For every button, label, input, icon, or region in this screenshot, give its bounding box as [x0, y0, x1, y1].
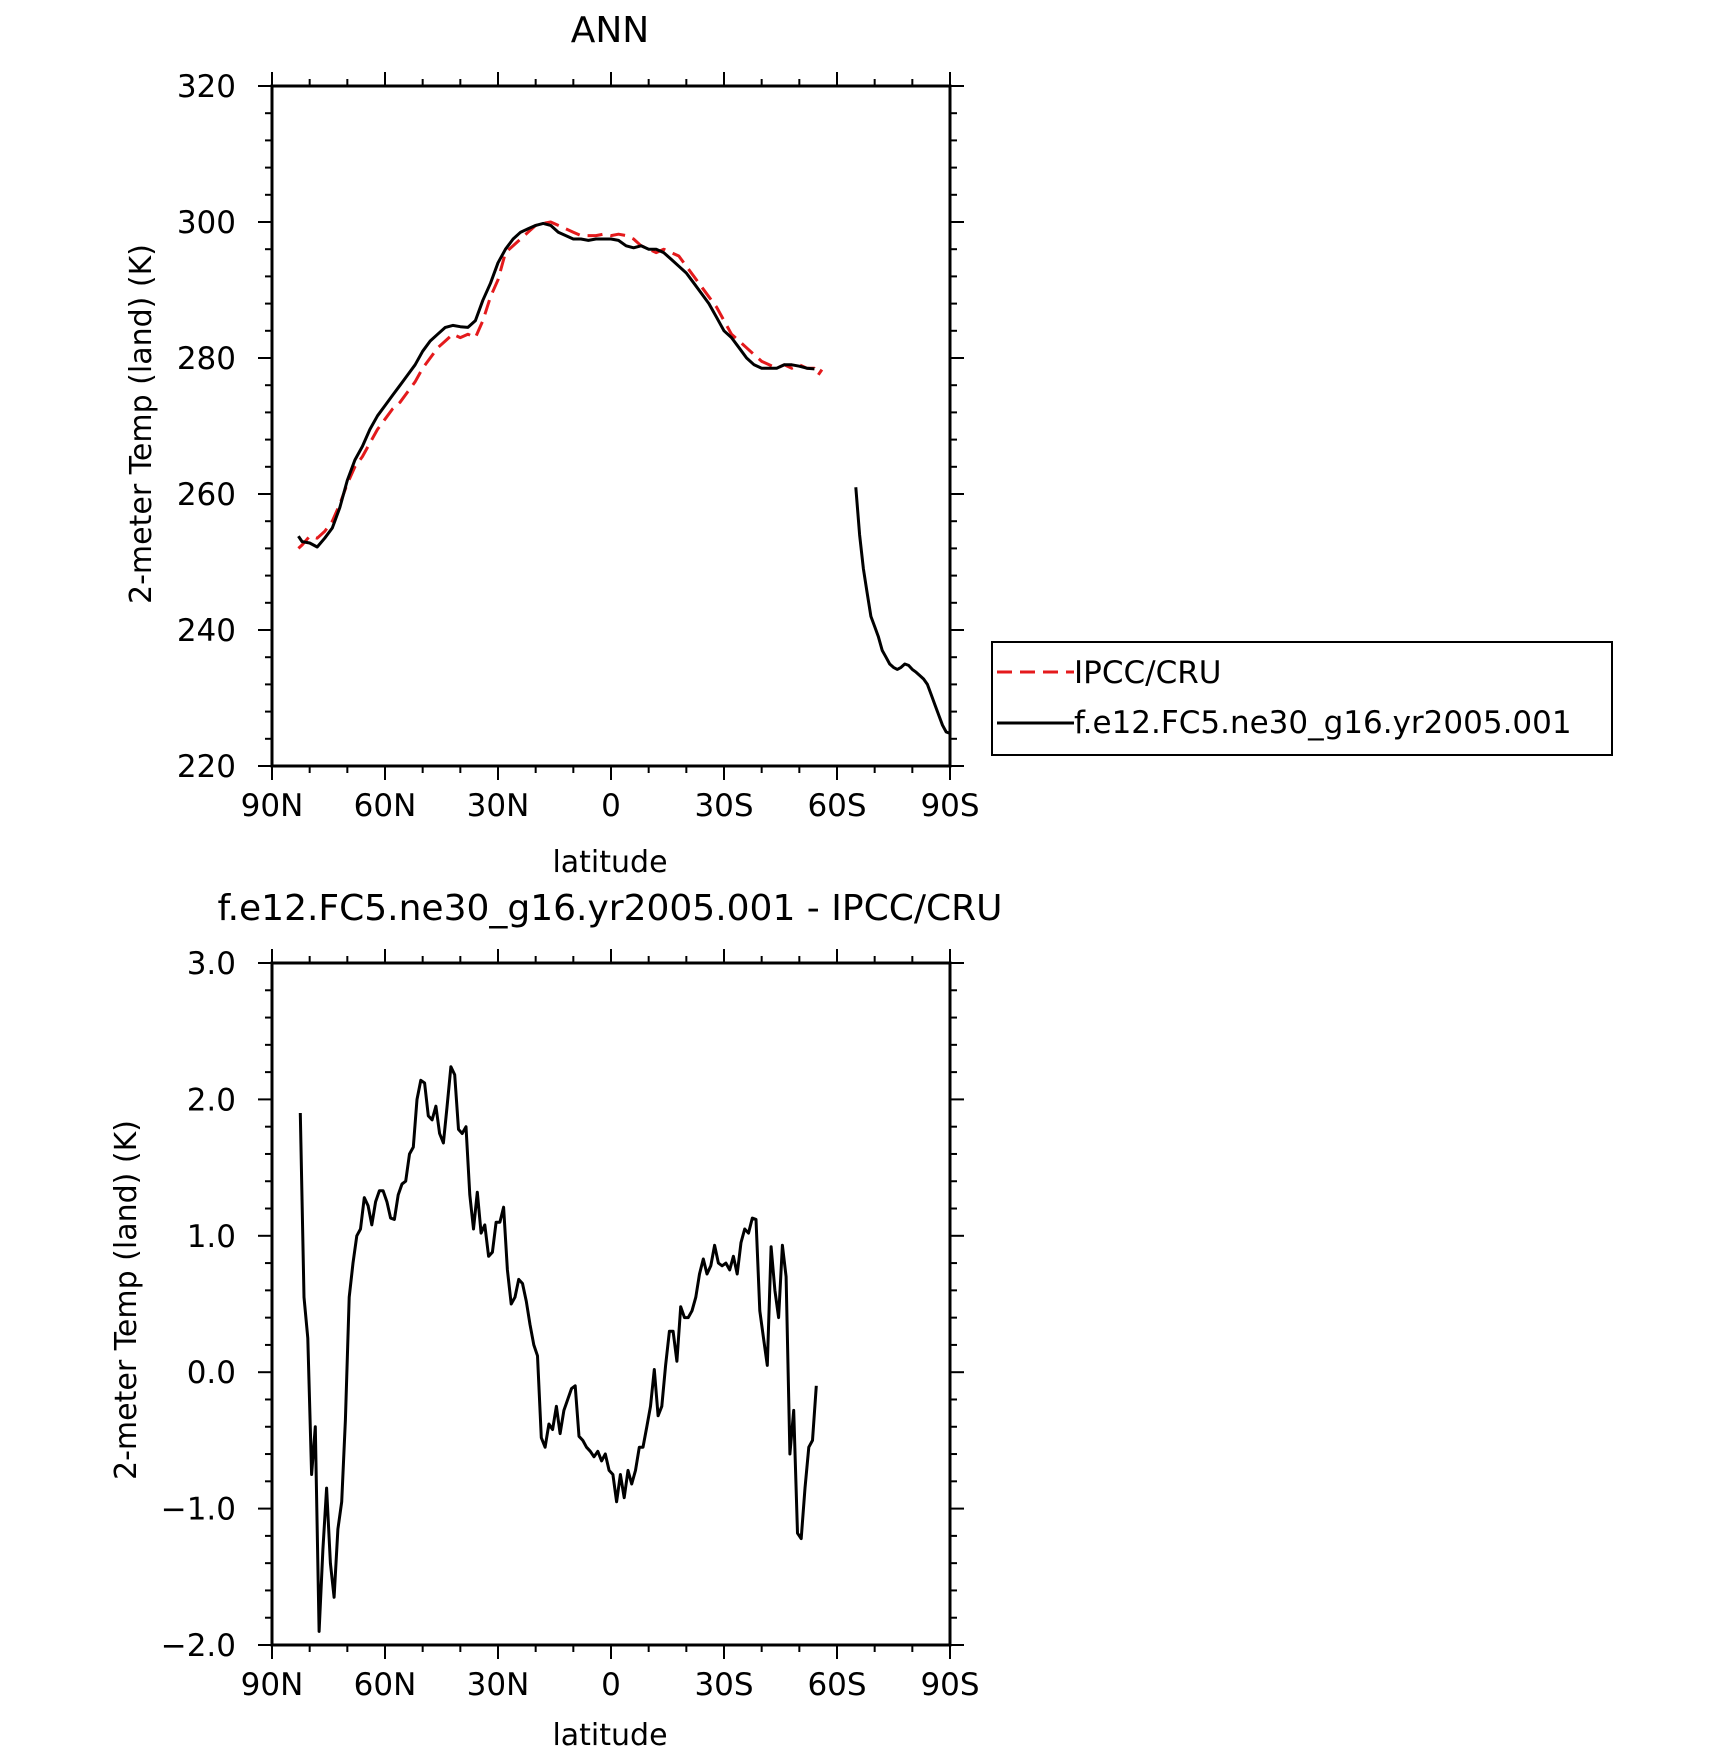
legend: IPCC/CRU f.e12.FC5.ne30_g16.yr2005.001: [991, 641, 1613, 756]
x-tick-label: 0: [601, 1667, 621, 1703]
y-tick-label: 220: [177, 749, 236, 785]
y-tick-label: 2.0: [187, 1082, 236, 1118]
plot-frame: [270, 84, 952, 768]
y-tick-label: 0.0: [187, 1355, 236, 1391]
x-tick-label: 30N: [467, 1667, 530, 1703]
y-tick-label: 300: [177, 205, 236, 241]
y-tick-label: −2.0: [161, 1628, 236, 1664]
y-tick-label: 320: [177, 69, 236, 105]
x-tick-label: 0: [601, 788, 621, 824]
x-tick-label: 90N: [241, 788, 304, 824]
top-x-axis-label: latitude: [552, 845, 667, 880]
series-line-2: [854, 487, 951, 735]
bottom-panel: f.e12.FC5.ne30_g16.yr2005.001 - IPCC/CRU…: [109, 888, 1002, 1751]
y-tick-label: 280: [177, 341, 236, 377]
x-tick-label: 30S: [694, 1667, 753, 1703]
y-tick-label: 260: [177, 477, 236, 513]
x-tick-label: 90S: [920, 1667, 979, 1703]
plot-frame: [270, 961, 952, 1647]
bottom-plot-marks: 90N 60N 30N 0 30S 60S 90S 3.0 2.0 1.0 0.0 −1.0 −2.0: [161, 946, 980, 1703]
series-line-1: [297, 221, 815, 549]
top-panel: ANN latitude 2-meter Temp (land) (K) 90N…: [124, 10, 1613, 880]
x-tick-label: 60S: [807, 1667, 866, 1703]
y-tick-label: −1.0: [161, 1492, 236, 1528]
y-tick-label: 240: [177, 613, 236, 649]
series-line-0: [297, 220, 824, 550]
legend-label-model: f.e12.FC5.ne30_g16.yr2005.001: [1074, 705, 1572, 741]
bottom-chart-title: f.e12.FC5.ne30_g16.yr2005.001 - IPCC/CRU: [218, 888, 1003, 929]
y-tick-label: 1.0: [187, 1219, 236, 1255]
top-y-axis-label: 2-meter Temp (land) (K): [124, 244, 159, 604]
top-plot-marks: 90N 60N 30N 0 30S 60S 90S 320 300 280 260 240 220: [177, 69, 980, 824]
x-tick-label: 30N: [467, 788, 530, 824]
x-tick-label: 60S: [807, 788, 866, 824]
x-tick-label: 60N: [354, 1667, 417, 1703]
x-tick-label: 90N: [241, 1667, 304, 1703]
series-line-0: [298, 1065, 818, 1633]
bottom-x-axis-label: latitude: [552, 1718, 667, 1751]
y-tick-label: 3.0: [187, 946, 236, 982]
legend-box: [991, 641, 1613, 756]
x-tick-label: 60N: [354, 788, 417, 824]
x-tick-label: 30S: [694, 788, 753, 824]
x-tick-label: 90S: [920, 788, 979, 824]
legend-label-ipcc-cru: IPCC/CRU: [1074, 655, 1221, 691]
top-chart-title: ANN: [571, 10, 650, 51]
bottom-y-axis-label: 2-meter Temp (land) (K): [109, 1120, 144, 1480]
